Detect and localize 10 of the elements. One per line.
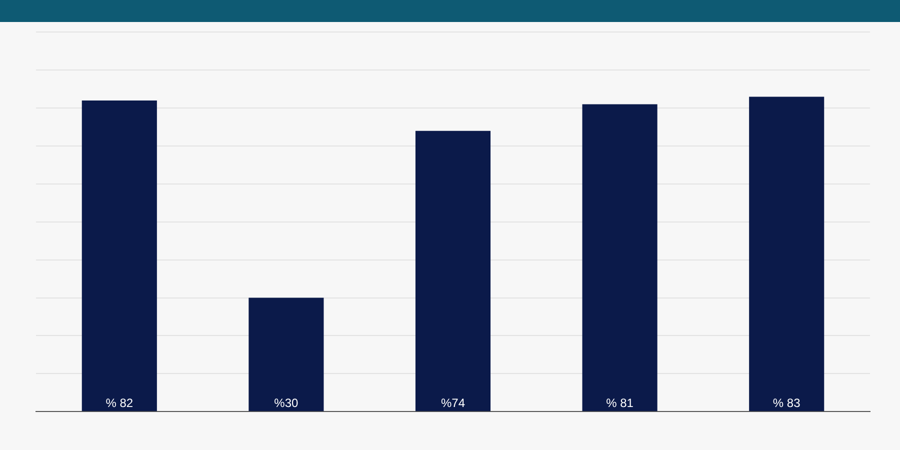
data-label: %30 (274, 396, 299, 410)
data-label: %74 (440, 396, 466, 410)
bar (415, 130, 491, 412)
bar (582, 104, 658, 412)
data-label: % 83 (772, 396, 801, 410)
bar (248, 298, 324, 412)
data-label: % 81 (606, 396, 634, 410)
bar (749, 96, 824, 412)
data-label: % 82 (106, 396, 134, 410)
bar (82, 100, 157, 412)
